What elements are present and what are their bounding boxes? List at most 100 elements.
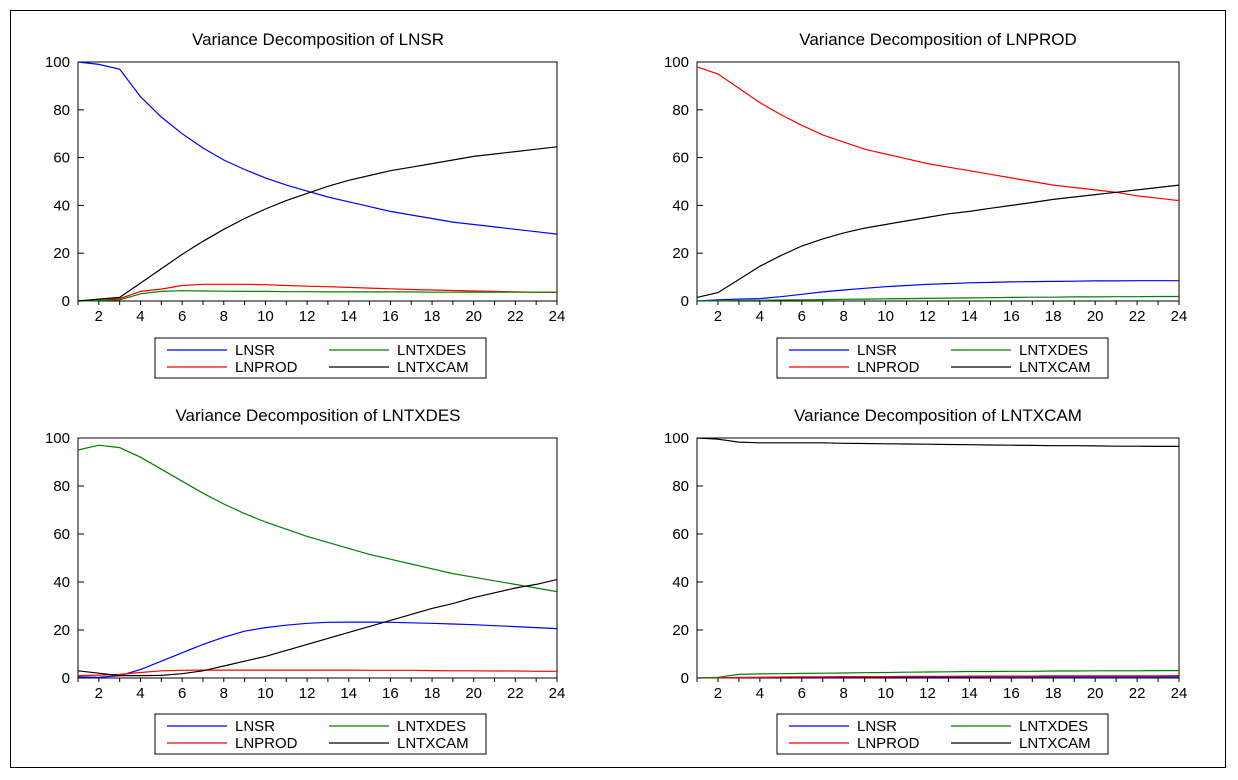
series-line-lntxdes <box>696 669 1179 679</box>
plot-area <box>696 61 1180 302</box>
legend-label: LNSR <box>235 718 275 735</box>
y-tick-label: 40 <box>672 574 689 591</box>
legend-label: LNPROD <box>235 735 298 752</box>
plot-area <box>696 437 1180 679</box>
x-tick-label: 24 <box>1171 308 1188 325</box>
x-tick-label: 20 <box>465 308 482 325</box>
series-line-lntxcam <box>77 579 558 677</box>
y-tick-label: 60 <box>672 150 689 167</box>
series-line-lntxdes <box>77 444 558 593</box>
x-tick-label: 16 <box>1003 685 1020 702</box>
y-tick-label: 40 <box>53 574 70 591</box>
series-line-lnprod <box>77 669 557 677</box>
legend-label: LNTXDES <box>397 342 466 359</box>
x-tick-label: 10 <box>877 308 894 325</box>
y-tick-label: 100 <box>664 430 689 447</box>
legend-label: LNTXCAM <box>1019 359 1091 376</box>
series-line-lntxcam <box>696 437 1179 447</box>
x-tick-label: 8 <box>220 685 228 702</box>
chart-title: Variance Decomposition of LNTXDES <box>175 406 460 425</box>
x-tick-label: 22 <box>507 685 524 702</box>
x-tick-label: 8 <box>840 685 848 702</box>
legend: LNSR LNTXDES LNPROD LNTXCAM <box>776 337 1109 379</box>
y-tick-label: 100 <box>664 54 689 71</box>
plot-area <box>77 61 558 302</box>
x-tick-label: 24 <box>549 685 566 702</box>
legend-label: LNTXCAM <box>397 735 469 752</box>
x-tick-label: 20 <box>1087 685 1104 702</box>
legend-box <box>776 337 1109 379</box>
legend-box <box>154 337 487 379</box>
legend-label: LNPROD <box>857 359 920 376</box>
x-tick-label: 24 <box>549 308 566 325</box>
legend-label: LNTXCAM <box>397 359 469 376</box>
x-tick-label: 18 <box>424 308 441 325</box>
x-tick-label: 10 <box>257 308 274 325</box>
y-tick-label: 100 <box>45 430 70 447</box>
legend-box <box>154 713 487 755</box>
legend-label: LNPROD <box>857 735 920 752</box>
x-tick-label: 10 <box>877 685 894 702</box>
x-tick-label: 2 <box>95 685 103 702</box>
y-tick-label: 80 <box>53 102 70 119</box>
legend-label: LNTXDES <box>1019 342 1088 359</box>
series-line-lntxdes <box>77 290 557 302</box>
legend-label: LNPROD <box>235 359 298 376</box>
x-tick-label: 14 <box>340 308 357 325</box>
x-tick-label: 22 <box>1129 685 1146 702</box>
legend-label: LNSR <box>857 342 897 359</box>
legend-label: LNTXCAM <box>1019 735 1091 752</box>
series-line-lntxdes <box>696 295 1179 302</box>
legend: LNSR LNTXDES LNPROD LNTXCAM <box>154 713 487 755</box>
y-tick-label: 0 <box>681 670 689 687</box>
y-tick-label: 100 <box>45 54 70 71</box>
y-tick-label: 20 <box>672 245 689 262</box>
y-tick-label: 60 <box>53 150 70 167</box>
series-line-lntxcam <box>696 184 1180 298</box>
x-tick-label: 24 <box>1171 685 1188 702</box>
y-tick-label: 0 <box>681 293 689 310</box>
y-tick-label: 20 <box>53 622 70 639</box>
chart-title: Variance Decomposition of LNPROD <box>799 30 1076 49</box>
series-line-lnsr <box>77 621 558 678</box>
series-line-lnprod <box>696 66 1180 202</box>
x-tick-label: 12 <box>299 685 316 702</box>
y-tick-label: 20 <box>672 622 689 639</box>
chart-title: Variance Decomposition of LNTXCAM <box>794 406 1082 425</box>
x-tick-label: 20 <box>465 685 482 702</box>
x-tick-label: 12 <box>919 308 936 325</box>
y-tick-label: 40 <box>53 197 70 214</box>
legend: LNSR LNTXDES LNPROD LNTXCAM <box>154 337 487 379</box>
x-tick-label: 10 <box>257 685 274 702</box>
series-line-lntxcam <box>77 146 558 302</box>
chart-panel-4: Variance Decomposition of LNTXCAM 0 20 40 60… <box>664 406 1188 755</box>
x-tick-label: 8 <box>840 308 848 325</box>
x-tick-label: 18 <box>1045 685 1062 702</box>
x-tick-label: 12 <box>299 308 316 325</box>
series-line-lnsr <box>77 61 558 235</box>
x-tick-label: 16 <box>382 685 399 702</box>
x-tick-label: 22 <box>507 308 524 325</box>
x-tick-label: 2 <box>95 308 103 325</box>
x-tick-label: 4 <box>756 308 764 325</box>
y-tick-label: 20 <box>53 245 70 262</box>
y-tick-label: 40 <box>672 197 689 214</box>
x-tick-label: 6 <box>798 308 806 325</box>
x-tick-label: 6 <box>178 685 186 702</box>
x-tick-label: 12 <box>919 685 936 702</box>
x-tick-label: 22 <box>1129 308 1146 325</box>
y-tick-label: 80 <box>53 478 70 495</box>
y-tick-label: 0 <box>62 670 70 687</box>
x-tick-label: 8 <box>220 308 228 325</box>
x-tick-label: 18 <box>1045 308 1062 325</box>
x-tick-label: 4 <box>136 685 144 702</box>
legend-label: LNSR <box>857 718 897 735</box>
x-tick-label: 6 <box>178 308 186 325</box>
chart-panel-1: Variance Decomposition of LNSR 0 20 40 60 80 1… <box>45 30 566 379</box>
chart-title: Variance Decomposition of LNSR <box>192 30 444 49</box>
x-tick-label: 2 <box>714 685 722 702</box>
x-tick-label: 14 <box>340 685 357 702</box>
y-tick-label: 0 <box>62 293 70 310</box>
series-line-lnprod <box>77 283 558 302</box>
